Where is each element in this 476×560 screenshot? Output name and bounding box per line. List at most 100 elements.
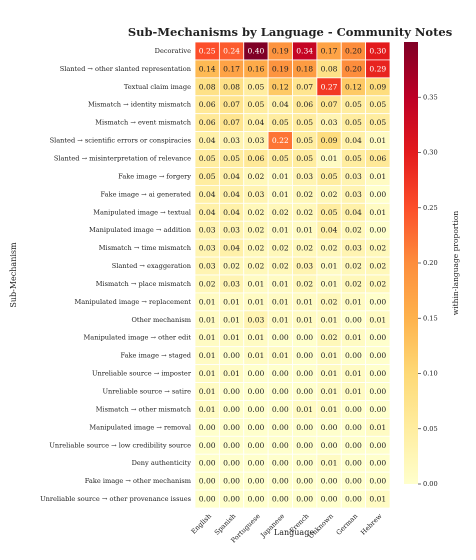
- cell-label: 0.03: [199, 244, 216, 253]
- cell-label: 0.01: [199, 351, 216, 360]
- cell-label: 0.25: [199, 46, 216, 55]
- cell-label: 0.02: [223, 262, 240, 271]
- cell-label: 0.06: [199, 118, 216, 127]
- cell-label: 0.09: [369, 82, 386, 91]
- cell-label: 0.02: [345, 226, 362, 235]
- row-label: Unreliable source → imposter: [92, 370, 192, 378]
- cell-label: 0.00: [296, 477, 313, 486]
- cell-label: 0.00: [272, 333, 289, 342]
- row-label: Mismatch → other mismatch: [96, 405, 192, 413]
- cell-label: 0.02: [247, 172, 264, 181]
- cell-label: 0.07: [223, 100, 240, 109]
- cell-label: 0.00: [369, 226, 386, 235]
- cell-label: 0.00: [296, 333, 313, 342]
- row-label: Other mechanism: [132, 316, 192, 324]
- colorbar-label: within-language proportion: [451, 211, 460, 316]
- cell-label: 0.06: [199, 100, 216, 109]
- cell-label: 0.00: [345, 477, 362, 486]
- cell-label: 0.16: [247, 64, 264, 73]
- cell-label: 0.05: [247, 100, 264, 109]
- row-label: Manipulated image → removal: [89, 423, 191, 431]
- cell-label: 0.03: [296, 262, 313, 271]
- colorbar-tick-label: 0.05: [423, 425, 438, 433]
- cell-label: 0.05: [199, 172, 216, 181]
- cell-label: 0.01: [345, 369, 362, 378]
- cell-label: 0.00: [296, 351, 313, 360]
- cell-label: 0.00: [369, 459, 386, 468]
- cell-label: 0.07: [296, 82, 313, 91]
- cell-label: 0.00: [345, 405, 362, 414]
- cell-label: 0.02: [345, 279, 362, 288]
- row-label: Textual claim image: [124, 83, 191, 91]
- colorbar-tick-label: 0.00: [423, 480, 438, 488]
- cell-label: 0.00: [223, 477, 240, 486]
- cell-label: 0.05: [321, 172, 338, 181]
- cell-label: 0.03: [247, 190, 264, 199]
- cell-label: 0.04: [345, 136, 362, 145]
- row-label: Slanted → scientific errors or conspirac…: [50, 137, 192, 145]
- cell-label: 0.01: [321, 405, 338, 414]
- cell-label: 0.03: [296, 172, 313, 181]
- cell-label: 0.01: [369, 172, 386, 181]
- colorbar-tick-label: 0.20: [423, 259, 438, 267]
- cell-label: 0.01: [199, 405, 216, 414]
- cell-label: 0.00: [272, 387, 289, 396]
- cell-label: 0.05: [223, 154, 240, 163]
- cell-label: 0.02: [369, 244, 386, 253]
- cell-label: 0.01: [321, 351, 338, 360]
- cell-label: 0.22: [272, 136, 289, 145]
- cell-label: 0.00: [345, 459, 362, 468]
- x-tick-label: Hebrew: [359, 512, 384, 537]
- cell-label: 0.00: [321, 423, 338, 432]
- cell-label: 0.05: [369, 118, 386, 127]
- cell-label: 0.05: [345, 118, 362, 127]
- y-axis-label: Sub-Mechanism: [9, 242, 18, 308]
- row-label: Slanted → misinterpretation of relevance: [54, 155, 191, 163]
- cell-label: 0.29: [369, 64, 386, 73]
- cell-label: 0.02: [345, 262, 362, 271]
- cell-label: 0.00: [223, 459, 240, 468]
- cell-label: 0.01: [247, 333, 264, 342]
- cell-label: 0.03: [223, 226, 240, 235]
- cell-label: 0.00: [247, 477, 264, 486]
- cell-label: 0.00: [199, 441, 216, 450]
- cell-label: 0.01: [272, 172, 289, 181]
- cell-label: 0.04: [199, 136, 216, 145]
- cell-label: 0.05: [272, 118, 289, 127]
- cell-label: 0.01: [321, 369, 338, 378]
- cell-label: 0.01: [247, 351, 264, 360]
- cell-label: 0.04: [223, 190, 240, 199]
- cell-label: 0.06: [247, 154, 264, 163]
- x-tick-label: English: [190, 512, 214, 536]
- cell-label: 0.03: [345, 244, 362, 253]
- cell-label: 0.00: [199, 459, 216, 468]
- cell-label: 0.03: [247, 315, 264, 324]
- cell-label: 0.02: [369, 279, 386, 288]
- colorbar-tick-label: 0.30: [423, 149, 438, 157]
- cell-label: 0.00: [369, 333, 386, 342]
- cell-label: 0.01: [369, 495, 386, 504]
- cell-label: 0.02: [321, 190, 338, 199]
- cell-label: 0.00: [321, 477, 338, 486]
- row-label: Decorative: [155, 47, 191, 55]
- cell-label: 0.01: [272, 351, 289, 360]
- cell-label: 0.04: [223, 172, 240, 181]
- row-label: Mismatch → place mismatch: [96, 280, 192, 288]
- colorbar-tick-label: 0.15: [423, 314, 438, 322]
- cell-label: 0.27: [321, 82, 338, 91]
- colorbar-tick-label: 0.35: [423, 93, 438, 101]
- cell-label: 0.08: [321, 64, 338, 73]
- cell-label: 0.00: [369, 369, 386, 378]
- cell-label: 0.00: [223, 351, 240, 360]
- row-label: Manipulated image → other edit: [84, 334, 192, 342]
- cell-label: 0.00: [296, 369, 313, 378]
- cell-label: 0.00: [321, 495, 338, 504]
- cell-label: 0.02: [247, 208, 264, 217]
- cell-label: 0.05: [321, 208, 338, 217]
- cell-label: 0.00: [247, 405, 264, 414]
- cell-label: 0.00: [247, 459, 264, 468]
- row-label: Slanted → exaggeration: [112, 262, 192, 270]
- cell-label: 0.01: [199, 315, 216, 324]
- cell-label: 0.01: [321, 315, 338, 324]
- row-label: Unreliable source → low credibility sour…: [49, 441, 191, 449]
